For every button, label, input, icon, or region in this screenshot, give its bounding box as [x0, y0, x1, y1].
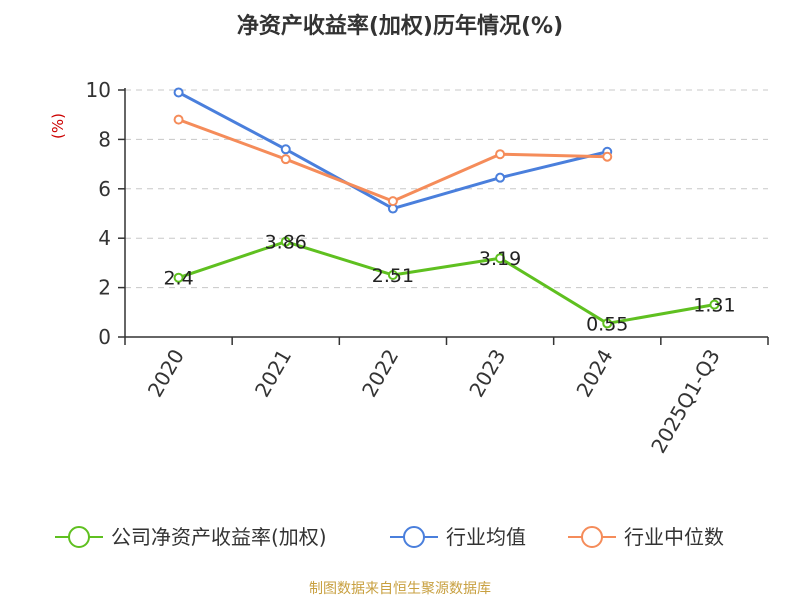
y-axis-label: (%) [49, 113, 67, 139]
data-label-2023: 3.19 [479, 248, 521, 270]
y-tick-label-6: 6 [98, 177, 111, 201]
data-labels: 2.4 3.86 2.51 3.19 0.55 1.31 [163, 232, 735, 336]
y-tick-label-2: 2 [98, 276, 111, 300]
point-s2-2024 [602, 151, 613, 162]
legend-marker-2 [581, 526, 603, 548]
legend-label-1: 行业均值 [446, 525, 526, 549]
point-s2-2022 [387, 196, 398, 207]
data-label-2022: 2.51 [372, 265, 414, 287]
x-tick-label-2023: 2023 [464, 345, 510, 401]
point-s0-2023 [495, 253, 506, 264]
series-group [173, 87, 720, 329]
point-s0-2021 [280, 236, 291, 247]
y-tick-label-0: 0 [98, 325, 111, 349]
gridlines [125, 89, 768, 289]
axes: 0 2 4 6 8 10 2020 2021 2022 2023 2024 2025Q1-Q3 (%) [49, 78, 769, 457]
x-tick-label-2024: 2024 [571, 345, 617, 401]
x-tick-label-2020: 2020 [143, 345, 189, 401]
point-s0-2025Q1-Q3 [709, 299, 720, 310]
point-s2-2021 [280, 154, 291, 165]
y-tick-label-10: 10 [86, 78, 111, 102]
x-tick-label-2021: 2021 [250, 345, 296, 401]
x-tick-label-2025Q1-Q3: 2025Q1-Q3 [646, 345, 725, 457]
x-tick-label-2022: 2022 [357, 345, 403, 401]
legend: 公司净资产收益率(加权) 行业均值 行业中位数 [55, 525, 724, 549]
legend-marker-1 [403, 526, 425, 548]
series-line-1 [177, 91, 608, 211]
chart-title: 净资产收益率(加权)历年情况(%) [236, 14, 564, 39]
data-label-2024: 0.55 [586, 313, 628, 335]
point-s1-2021 [280, 144, 291, 155]
point-s2-2023 [495, 149, 506, 160]
point-s1-2020 [173, 87, 184, 98]
source-note: 制图数据来自恒生聚源数据库 [309, 581, 491, 597]
data-label-2021: 3.86 [265, 232, 307, 254]
legend-label-0: 公司净资产收益率(加权) [111, 525, 327, 549]
point-s0-2024 [602, 318, 613, 329]
point-s2-2020 [173, 114, 184, 125]
legend-marker-0 [68, 526, 90, 548]
data-label-2025Q1-Q3: 1.31 [693, 295, 735, 317]
y-tick-label-8: 8 [98, 127, 111, 151]
y-tick-label-4: 4 [98, 226, 111, 250]
series-line-0 [178, 240, 715, 325]
point-s1-2023 [495, 172, 506, 183]
data-label-2020: 2.4 [163, 268, 193, 290]
point-s0-2020 [173, 272, 184, 283]
legend-label-2: 行业中位数 [624, 525, 724, 549]
point-s0-2022 [387, 270, 398, 281]
